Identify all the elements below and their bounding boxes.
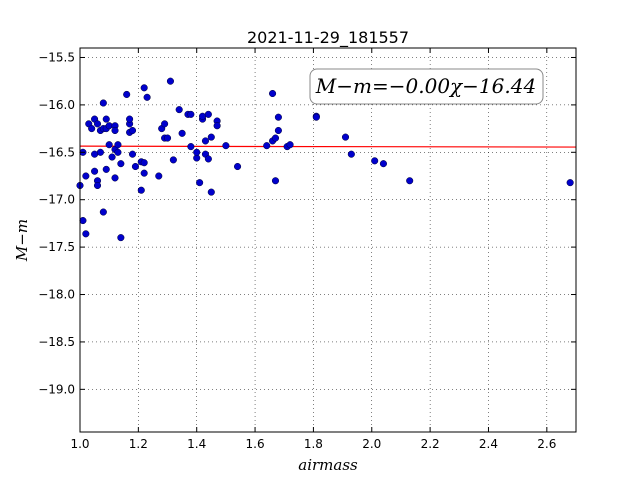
data-points: [76, 77, 574, 242]
data-point: [274, 126, 282, 135]
x-tick-label: 1.8: [304, 437, 323, 451]
data-point: [286, 141, 294, 149]
data-point: [274, 113, 282, 121]
data-point: [96, 148, 104, 156]
data-point: [102, 165, 110, 173]
annotation-text: M−m=−0.00χ−16.44: [315, 74, 536, 98]
data-point: [128, 126, 137, 135]
data-point: [178, 129, 186, 137]
data-point: [123, 90, 131, 99]
x-tick-label: 1.6: [246, 437, 265, 451]
y-tick-label: −16.5: [38, 145, 75, 159]
y-tick-label: −17.0: [38, 193, 75, 207]
data-point: [204, 110, 212, 118]
data-point: [341, 133, 350, 141]
data-point: [312, 113, 320, 121]
data-point: [117, 160, 125, 168]
data-point: [207, 133, 215, 141]
x-tick-label: 2.4: [479, 437, 498, 451]
data-point: [82, 230, 90, 238]
data-point: [126, 115, 134, 123]
data-point: [234, 162, 242, 171]
data-point: [213, 122, 221, 130]
data-point: [88, 125, 96, 133]
data-point: [161, 120, 169, 128]
data-point: [163, 134, 172, 142]
data-point: [137, 186, 145, 194]
y-tick-label: −19.0: [38, 382, 75, 396]
data-point: [143, 93, 151, 101]
data-point: [105, 141, 113, 149]
data-point: [271, 134, 280, 142]
data-point: [114, 141, 122, 149]
data-point: [371, 157, 379, 165]
data-point: [111, 174, 119, 182]
y-tick-label: −18.5: [38, 335, 75, 349]
data-point: [169, 156, 177, 164]
x-tick-label: 1.4: [187, 437, 206, 451]
y-tick-label: −18.0: [38, 288, 75, 302]
data-point: [91, 167, 99, 175]
plot-background: [80, 48, 576, 432]
y-axis-ticks: −15.5 −16.0 −16.5 −17.0 −17.5 −18.0 −18.5 −19.0: [38, 50, 576, 396]
data-point: [117, 234, 125, 242]
data-point: [379, 160, 387, 168]
data-point: [102, 115, 110, 123]
fit-line-group: [79, 145, 577, 148]
data-point: [82, 172, 90, 180]
data-point: [155, 172, 163, 180]
data-point: [93, 181, 102, 190]
data-point: [187, 110, 195, 118]
data-point: [269, 89, 277, 98]
data-point: [406, 177, 414, 185]
x-axis-ticks: 1.0 1.2 1.4 1.6 1.8 2.0 2.2 2.4 2.6: [70, 48, 556, 451]
data-point: [204, 155, 212, 163]
data-point: [193, 148, 201, 156]
data-point: [196, 179, 204, 187]
data-point: [114, 148, 122, 156]
data-point: [207, 188, 215, 196]
data-point: [93, 120, 102, 128]
fit-annotation: M−m=−0.00χ−16.44: [309, 68, 544, 105]
data-point: [201, 137, 210, 145]
y-tick-label: −17.5: [38, 240, 75, 254]
data-point: [99, 99, 107, 107]
data-point: [108, 153, 116, 161]
fit-line: [79, 145, 577, 148]
data-point: [347, 150, 355, 158]
y-tick-label: −16.0: [38, 98, 75, 112]
chart-title: 2021-11-29_181557: [247, 28, 409, 48]
x-tick-label: 2.0: [362, 437, 381, 451]
x-tick-label: 1.0: [70, 437, 89, 451]
data-point: [128, 150, 137, 158]
data-point: [566, 179, 574, 187]
data-point: [140, 159, 148, 167]
data-point: [140, 84, 148, 92]
data-point: [111, 126, 119, 135]
data-point: [79, 217, 87, 225]
data-point: [263, 142, 271, 150]
x-tick-label: 1.2: [129, 437, 148, 451]
data-point: [131, 162, 139, 171]
data-point: [222, 142, 230, 150]
data-point: [166, 77, 174, 85]
grid-lines: [79, 48, 576, 432]
plot-border: [79, 47, 577, 433]
plot-frame: [79, 47, 577, 433]
data-point: [175, 106, 183, 114]
x-tick-label: 2.2: [421, 437, 440, 451]
data-point: [187, 143, 195, 151]
y-axis-label: M−m: [13, 219, 31, 262]
x-tick-label: 2.6: [537, 437, 556, 451]
data-point: [140, 169, 148, 177]
annotation-box: [309, 68, 544, 105]
plot-area: [80, 48, 576, 432]
data-point: [99, 208, 107, 216]
y-tick-label: −15.5: [38, 50, 75, 64]
x-axis-label: airmass: [298, 456, 358, 474]
data-point: [271, 177, 280, 185]
